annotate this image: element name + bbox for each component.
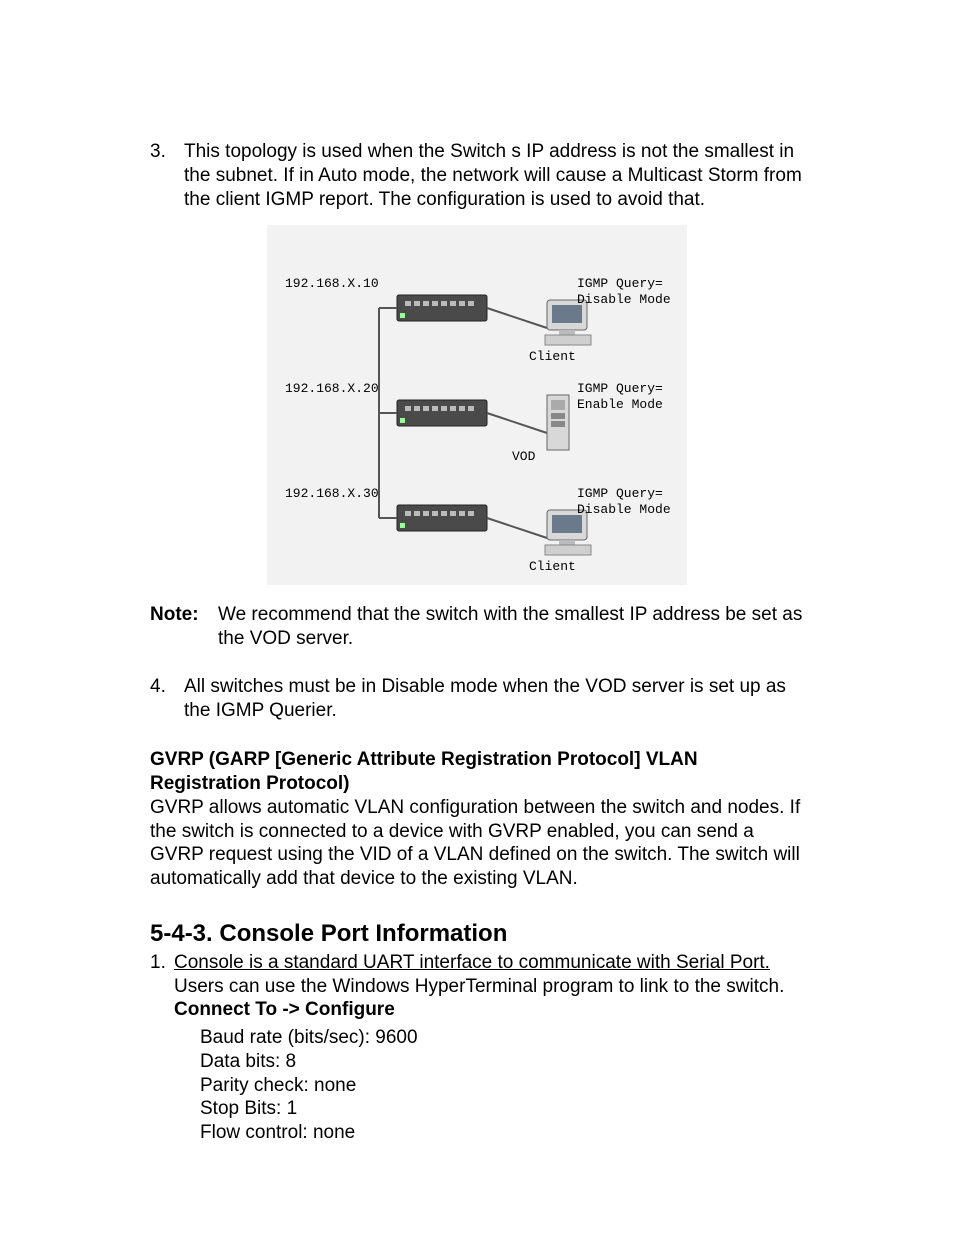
note-label: Note: bbox=[150, 603, 218, 651]
connect-configure: Connect To -> Configure bbox=[174, 999, 395, 1020]
svg-text:IGMP Query=: IGMP Query= bbox=[577, 381, 663, 396]
console-intro-rest: Users can use the Windows HyperTerminal … bbox=[174, 976, 784, 997]
setting-line: Parity check: none bbox=[200, 1074, 804, 1098]
svg-text:IGMP Query=: IGMP Query= bbox=[577, 486, 663, 501]
list-text: All switches must be in Disable mode whe… bbox=[184, 675, 804, 723]
gvrp-title: GVRP (GARP [Generic Attribute Registrati… bbox=[150, 748, 804, 796]
document-page: 3. This topology is used when the Switch… bbox=[0, 0, 954, 1205]
setting-line: Data bits: 8 bbox=[200, 1050, 804, 1074]
gvrp-section: GVRP (GARP [Generic Attribute Registrati… bbox=[150, 748, 804, 891]
svg-text:Enable Mode: Enable Mode bbox=[577, 397, 663, 412]
svg-text:Disable Mode: Disable Mode bbox=[577, 292, 671, 307]
setting-line: Stop Bits: 1 bbox=[200, 1097, 804, 1121]
gvrp-body: GVRP allows automatic VLAN configuration… bbox=[150, 796, 804, 891]
list-number: 1. bbox=[150, 951, 174, 1022]
topology-diagram: 192.168.X.10ClientIGMP Query=Disable Mod… bbox=[267, 225, 687, 585]
console-settings: Baud rate (bits/sec): 9600 Data bits: 8 … bbox=[200, 1026, 804, 1145]
list-item-4: 4. All switches must be in Disable mode … bbox=[150, 675, 804, 723]
list-item-3: 3. This topology is used when the Switch… bbox=[150, 140, 804, 211]
list-text: Console is a standard UART interface to … bbox=[174, 951, 804, 1022]
svg-text:192.168.X.10: 192.168.X.10 bbox=[285, 276, 379, 291]
svg-text:Client: Client bbox=[529, 559, 576, 574]
svg-text:Disable Mode: Disable Mode bbox=[577, 502, 671, 517]
setting-line: Baud rate (bits/sec): 9600 bbox=[200, 1026, 804, 1050]
list-number: 3. bbox=[150, 140, 184, 211]
svg-text:IGMP Query=: IGMP Query= bbox=[577, 276, 663, 291]
setting-line: Flow control: none bbox=[200, 1121, 804, 1145]
console-intro-underlined: Console is a standard UART interface to … bbox=[174, 952, 770, 973]
svg-text:VOD: VOD bbox=[512, 449, 536, 464]
note-block: Note: We recommend that the switch with … bbox=[150, 603, 804, 651]
list-number: 4. bbox=[150, 675, 184, 723]
section-heading: 5-4-3. Console Port Information bbox=[150, 919, 804, 949]
list-text: This topology is used when the Switch s … bbox=[184, 140, 804, 211]
svg-text:192.168.X.30: 192.168.X.30 bbox=[285, 486, 379, 501]
note-text: We recommend that the switch with the sm… bbox=[218, 603, 804, 651]
svg-text:Client: Client bbox=[529, 349, 576, 364]
section-item-1: 1. Console is a standard UART interface … bbox=[150, 951, 804, 1022]
svg-text:192.168.X.20: 192.168.X.20 bbox=[285, 381, 379, 396]
